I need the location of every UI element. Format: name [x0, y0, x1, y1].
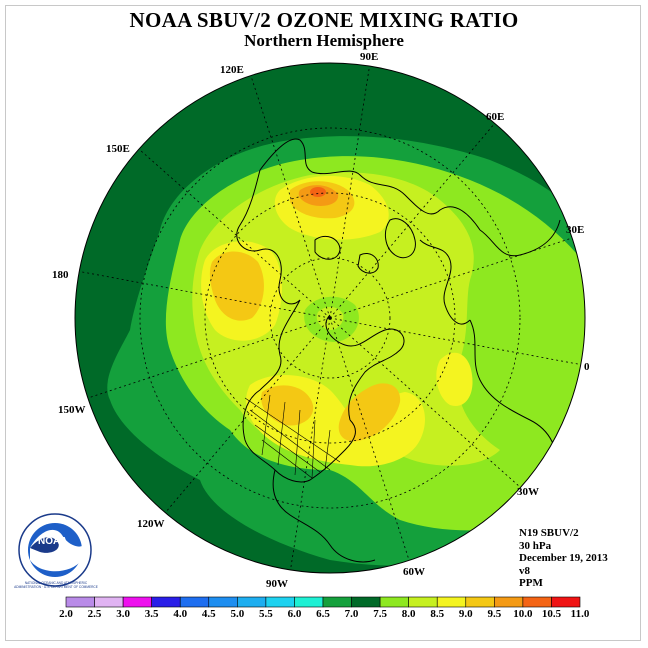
noaa-logo-text: NOAA	[38, 536, 68, 547]
colorbar-tick-label: 10.5	[541, 608, 562, 620]
colorbar-tick-label: 8.5	[430, 608, 445, 620]
colorbar-tick-label: 3.5	[144, 608, 159, 620]
colorbar-tick-label: 4.0	[173, 608, 188, 620]
colorbar-tick-label: 11.0	[570, 608, 590, 620]
lon-label-90e: 90E	[360, 51, 379, 63]
info-block: N19 SBUV/2 30 hPa December 19, 2013 v8 P…	[519, 527, 608, 590]
info-units: PPM	[519, 577, 543, 589]
lon-label-120e: 120E	[220, 64, 244, 76]
lon-label-90w: 90W	[266, 578, 288, 590]
lon-label-30e: 30E	[566, 224, 585, 236]
lon-label-60e: 60E	[486, 111, 505, 123]
ozone-field	[75, 63, 585, 573]
info-level: 30 hPa	[519, 539, 552, 552]
colorbar-tick-label: 8.0	[401, 608, 416, 620]
lon-label-120w: 120W	[137, 518, 165, 530]
lon-label-30w: 30W	[517, 486, 539, 498]
lon-label-150e: 150E	[106, 143, 130, 155]
colorbar-tick-label: 7.5	[373, 608, 387, 620]
lon-label-180: 180	[52, 269, 69, 281]
colorbar-tick-label: 9.0	[458, 608, 473, 620]
colorbar-tick-label: 5.0	[230, 608, 245, 620]
lon-label-60w: 60W	[403, 566, 425, 578]
meridians	[76, 63, 584, 573]
info-date: December 19, 2013	[519, 552, 608, 564]
contour-8.5-east	[436, 352, 473, 406]
contour-10.0-core	[310, 187, 326, 197]
map-subtitle: Northern Hemisphere	[244, 31, 404, 50]
colorbar-tick-label: 7.0	[344, 608, 359, 620]
noaa-logo-ring-text: NATIONAL OCEANIC AND ATMOSPHERIC ADMINIS…	[14, 581, 98, 589]
latitude-circles	[139, 127, 521, 509]
contour-9.0-south	[261, 385, 314, 426]
colorbar-tick-label: 6.0	[287, 608, 302, 620]
lon-label-0: 0	[584, 361, 590, 373]
colorbar-tick-label: 6.5	[316, 608, 330, 620]
colorbar-tick-label: 10.0	[513, 608, 533, 620]
globe-outline	[74, 62, 586, 574]
noaa-logo	[18, 513, 92, 587]
map-title: NOAA SBUV/2 OZONE MIXING RATIO	[129, 8, 519, 32]
info-instrument: N19 SBUV/2	[519, 527, 579, 539]
colorbar-tick-label: 2.0	[59, 608, 73, 620]
coastlines	[236, 138, 561, 563]
lon-label-150w: 150W	[58, 404, 86, 416]
us-state-borders	[244, 394, 341, 479]
colorbar-tick-label: 4.5	[201, 608, 216, 620]
map-frame	[5, 5, 641, 641]
colorbar-tick-label: 5.5	[259, 608, 273, 620]
colorbar-tick-label: 2.5	[87, 608, 102, 620]
info-version: v8	[519, 564, 530, 577]
colorbar-tick-label: 3.0	[116, 608, 130, 620]
colorbar-tick-label: 9.5	[487, 608, 502, 620]
